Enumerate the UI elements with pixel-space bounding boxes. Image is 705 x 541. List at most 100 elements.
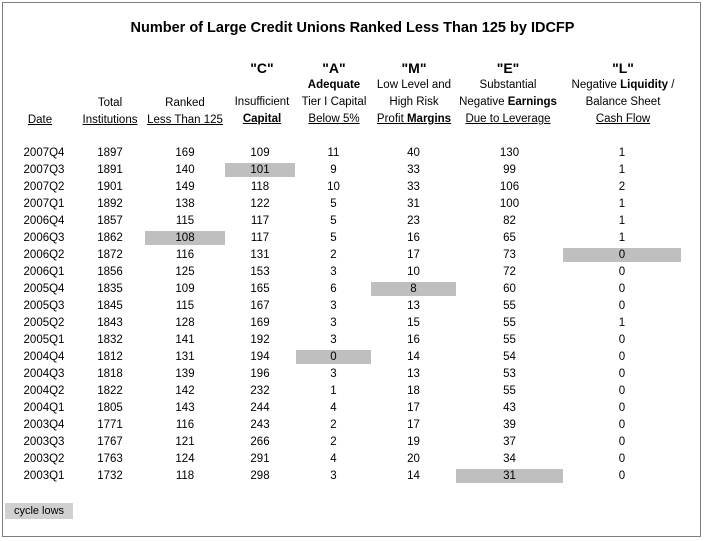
table-row: 2004Q3 1818 139 196 3 13 53 0 bbox=[0, 367, 705, 384]
cell-date: 2005Q1 bbox=[23, 334, 65, 346]
cell-e: 43 bbox=[503, 402, 516, 414]
table-row: 2004Q2 1822 142 232 1 18 55 0 bbox=[0, 384, 705, 401]
cell-total: 1892 bbox=[97, 198, 123, 210]
cell-e: 100 bbox=[499, 198, 520, 210]
cell-m: 10 bbox=[407, 266, 420, 278]
cell-date: 2003Q4 bbox=[23, 419, 65, 431]
table-row: 2005Q2 1843 128 169 3 15 55 1 bbox=[0, 316, 705, 333]
header-c-spacer bbox=[224, 77, 300, 94]
header-total-line1: Total bbox=[97, 97, 123, 109]
cell-l: 0 bbox=[618, 385, 626, 397]
cell-c: 194 bbox=[250, 351, 270, 363]
header-e: "E" Substantial Negative Earnings Due to… bbox=[452, 59, 564, 128]
table-row: 2003Q3 1767 121 266 2 19 37 0 bbox=[0, 435, 705, 452]
cell-m: 31 bbox=[407, 198, 420, 210]
cell-ranked: 116 bbox=[175, 419, 195, 431]
cell-total: 1805 bbox=[97, 402, 123, 414]
cell-m: 15 bbox=[407, 317, 420, 329]
cell-e: 73 bbox=[503, 249, 516, 261]
cell-total: 1857 bbox=[97, 215, 123, 227]
table-row: 2004Q4 1812 131 194 0 14 54 0 bbox=[0, 350, 705, 367]
cell-l: 0 bbox=[618, 266, 626, 278]
cell-ranked: 115 bbox=[175, 215, 195, 227]
cell-ranked: 116 bbox=[175, 249, 195, 261]
table-row: 2004Q1 1805 143 244 4 17 43 0 bbox=[0, 401, 705, 418]
cell-c: 196 bbox=[250, 368, 270, 380]
table-row: 2006Q2 1872 116 131 2 17 73 0 bbox=[0, 248, 705, 265]
cell-c: 192 bbox=[250, 334, 270, 346]
header-l-line1c: / bbox=[668, 79, 675, 91]
cell-date: 2006Q4 bbox=[23, 215, 65, 227]
cell-c: 109 bbox=[250, 147, 270, 159]
cell-total: 1763 bbox=[97, 453, 123, 465]
cell-l: 0 bbox=[618, 351, 626, 363]
header-c: "C" Insufficient Capital bbox=[224, 59, 300, 128]
cell-l: 0 bbox=[618, 419, 626, 431]
cell-e: 31 bbox=[456, 469, 563, 483]
cell-date: 2007Q1 bbox=[23, 198, 65, 210]
cell-l: 0 bbox=[618, 368, 626, 380]
cell-a: 2 bbox=[330, 436, 337, 448]
header-m-line1: Low Level and bbox=[376, 79, 452, 91]
cell-a: 2 bbox=[330, 249, 337, 261]
header-l-letter: "L" bbox=[612, 60, 634, 76]
cell-c: 117 bbox=[250, 215, 270, 227]
cell-date: 2003Q1 bbox=[23, 470, 65, 482]
cell-e: 55 bbox=[503, 300, 516, 312]
cell-ranked: 140 bbox=[175, 164, 195, 176]
cell-date: 2007Q3 bbox=[23, 164, 65, 176]
cell-c: 169 bbox=[250, 317, 270, 329]
cell-l: 0 bbox=[563, 248, 681, 262]
header-m-line3b: Margins bbox=[406, 113, 452, 125]
cell-total: 1901 bbox=[97, 181, 123, 193]
cell-l: 0 bbox=[618, 300, 626, 312]
cell-a: 1 bbox=[330, 385, 337, 397]
cell-a: 0 bbox=[296, 350, 371, 364]
cell-l: 0 bbox=[618, 334, 626, 346]
table-row: 2006Q3 1862 108 117 5 16 65 1 bbox=[0, 231, 705, 248]
table-row: 2007Q2 1901 149 118 10 33 106 2 bbox=[0, 180, 705, 197]
cell-c: 131 bbox=[250, 249, 270, 261]
cell-m: 23 bbox=[407, 215, 420, 227]
cell-c: 101 bbox=[225, 163, 295, 177]
cell-m: 20 bbox=[407, 453, 420, 465]
header-m-line2: High Risk bbox=[389, 96, 439, 108]
cell-ranked: 149 bbox=[175, 181, 195, 193]
table-row: 2005Q3 1845 115 167 3 13 55 0 bbox=[0, 299, 705, 316]
cell-total: 1832 bbox=[97, 334, 123, 346]
cell-ranked: 118 bbox=[175, 470, 195, 482]
header-a-letter: "A" bbox=[322, 60, 346, 76]
cell-e: 99 bbox=[503, 164, 516, 176]
header-a-line3: Below 5% bbox=[308, 113, 360, 125]
cell-ranked: 169 bbox=[175, 147, 195, 159]
cell-total: 1862 bbox=[97, 232, 123, 244]
header-total: Total Institutions bbox=[72, 95, 148, 129]
table-row: 2005Q1 1832 141 192 3 16 55 0 bbox=[0, 333, 705, 350]
cell-e: 106 bbox=[499, 181, 520, 193]
cell-ranked: 115 bbox=[175, 300, 195, 312]
cell-ranked: 131 bbox=[175, 351, 195, 363]
table-row: 2006Q4 1857 115 117 5 23 82 1 bbox=[0, 214, 705, 231]
header-a-line1: Adequate bbox=[307, 79, 361, 91]
cell-c: 291 bbox=[250, 453, 270, 465]
cell-date: 2004Q4 bbox=[23, 351, 65, 363]
cell-date: 2006Q1 bbox=[23, 266, 65, 278]
cell-date: 2003Q3 bbox=[23, 436, 65, 448]
header-date-label: Date bbox=[27, 114, 53, 126]
cell-l: 1 bbox=[618, 215, 626, 227]
header-l-line3: Cash Flow bbox=[595, 113, 651, 125]
header-m-letter: "M" bbox=[401, 60, 427, 76]
cell-e: 39 bbox=[503, 419, 516, 431]
table-row: 2007Q4 1897 169 109 11 40 130 1 bbox=[0, 146, 705, 163]
cell-total: 1771 bbox=[97, 419, 123, 431]
cell-m: 13 bbox=[407, 368, 420, 380]
table-row: 2003Q2 1763 124 291 4 20 34 0 bbox=[0, 452, 705, 469]
cell-ranked: 141 bbox=[175, 334, 195, 346]
cell-c: 266 bbox=[250, 436, 270, 448]
cell-m: 33 bbox=[407, 164, 420, 176]
cell-c: 298 bbox=[250, 470, 270, 482]
cell-m: 8 bbox=[371, 282, 456, 296]
cell-a: 11 bbox=[327, 147, 340, 159]
cell-m: 13 bbox=[407, 300, 420, 312]
